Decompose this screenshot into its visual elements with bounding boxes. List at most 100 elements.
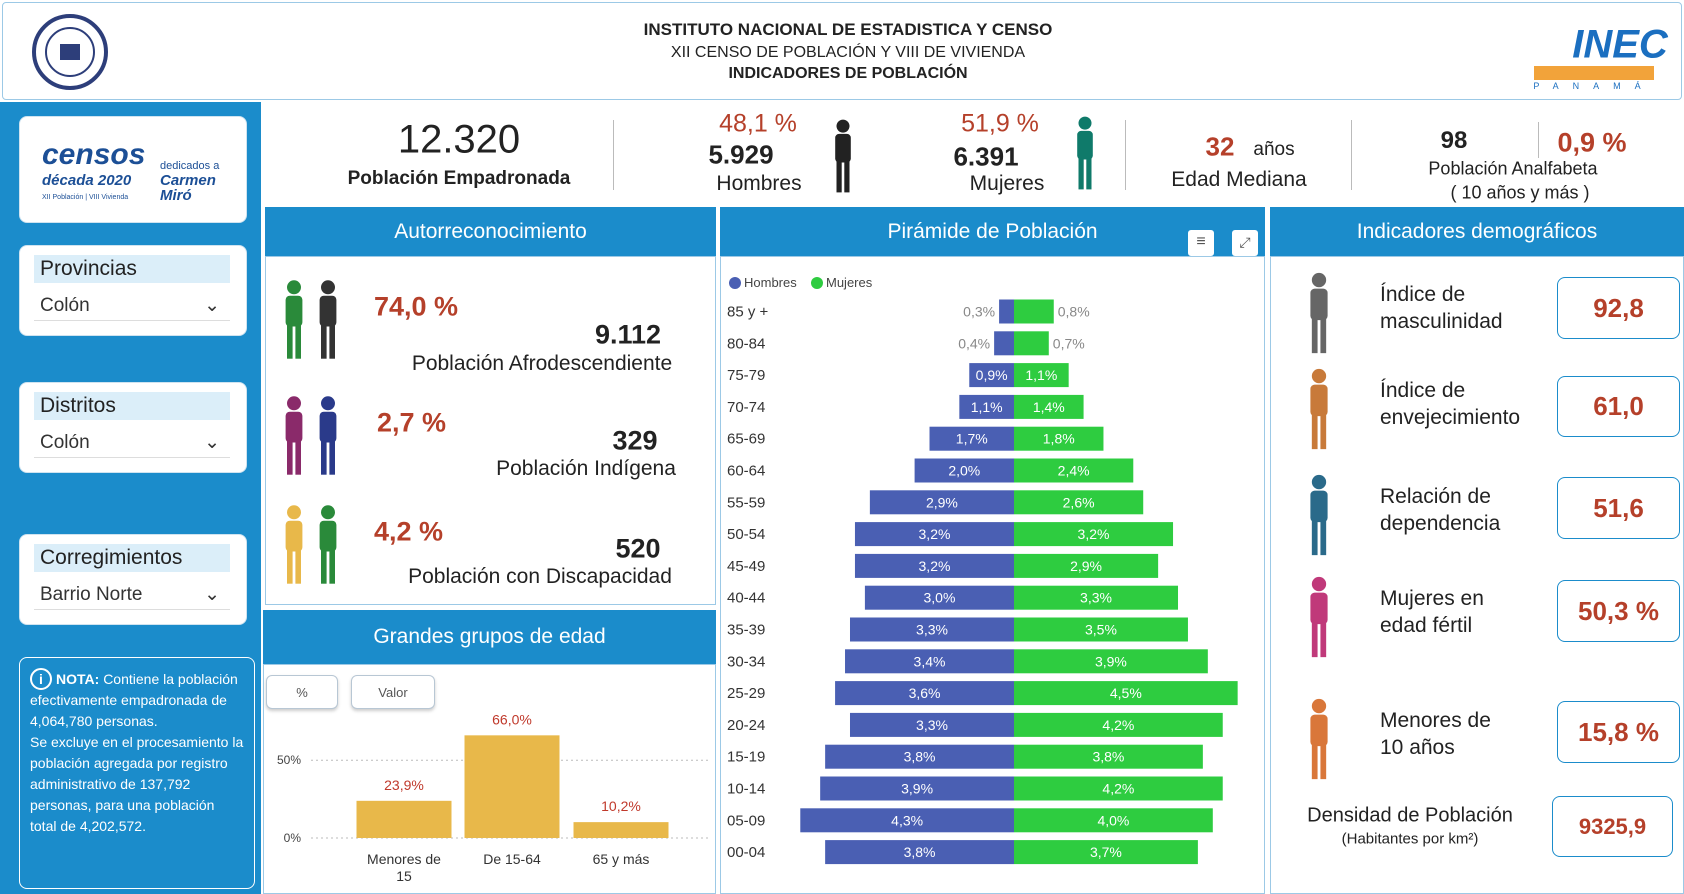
bar [574,822,669,838]
header-line: INDICADORES DE POBLACIÓN [728,65,967,83]
count: 329 [612,426,657,457]
separator [1125,120,1126,190]
panel-title: Grandes grupos de edad [263,610,716,664]
woman-icon [1072,108,1098,198]
category-label: 55-59 [727,494,765,511]
value-label: 2,9% [926,494,958,510]
category-label: 80-84 [727,335,765,352]
value-label: 4,5% [1110,685,1142,701]
category-label: 60-64 [727,463,765,480]
logo-brand: censos [42,138,145,172]
category-label: 40-44 [727,590,765,607]
value-label: 3,2% [919,526,951,542]
page: Indicadores de Población *{box-sizing:bo… [0,0,1684,894]
category-label: 85 y + [727,304,769,321]
category-label: 15-19 [727,749,765,766]
indicator-icon [1290,574,1350,660]
count-label: Población Afrodescendiente [412,352,672,376]
value-label: 0,4% [958,335,990,351]
indicator-label: edad fértil [1380,612,1472,639]
y-tick-label: 50% [277,753,301,767]
value-label: 4,0% [1097,812,1129,828]
kpi-sublabel: ( 10 años y más ) [1450,183,1589,204]
category-label: 00-04 [727,844,765,861]
category-label: 05-09 [727,812,765,829]
value-label: 1,1% [1025,367,1057,383]
value-label: 10,2% [601,798,641,814]
value-label: 66,0% [492,711,532,727]
dropdown[interactable]: Barrio Norte⌄ [34,580,230,610]
indicator-icon [1290,472,1350,558]
dropdown[interactable]: Colón ⌄ [34,291,230,321]
indicator-label: Mujeres en [1380,585,1484,612]
legend-label: Mujeres [826,275,873,290]
y-tick-label: 0% [284,831,302,845]
category-label: 45-49 [727,558,765,575]
legend-marker [811,277,823,289]
density-label: Densidad de Población [1307,805,1513,828]
category-label: 65-69 [727,431,765,448]
share-pct: 4,2 % [374,517,443,548]
expand-icon[interactable]: ⤢ [1232,230,1258,256]
category-label: 70-74 [727,399,765,416]
note-text: Se excluye en el procesamiento la poblac… [30,734,243,834]
bar [1014,300,1054,324]
chevron: ⌄ [204,294,220,317]
value-label: 0,7% [1053,335,1085,351]
chevron: ⌄ [204,431,220,454]
value-label: 1,1% [971,399,1003,415]
category-label: 25-29 [727,685,765,702]
indicator-icon [1290,366,1350,452]
value-label: 3,6% [909,685,941,701]
legend-marker [729,277,741,289]
value-label: 3,5% [1085,622,1117,638]
value-label: 2,9% [1070,558,1102,574]
kpi-value: 98 [1441,127,1468,155]
header-line: XII CENSO DE POBLACIÓN Y VIII DE VIVIEND… [671,44,1025,62]
value-label: 2,4% [1058,463,1090,479]
kpi-pct: 0,9 % [1557,128,1626,159]
indicator-label: Menores de [1380,707,1491,734]
filter-label: Distritos [34,392,230,420]
indicator-label: dependencia [1380,510,1500,537]
x-tick-label: Menores de 15 [362,851,446,885]
x-tick-label: De 15-64 [470,851,554,868]
value-label: 0,3% [963,304,995,320]
filter-icon[interactable]: ≡ [1188,230,1214,256]
people-icon [278,393,348,478]
category-label: 50-54 [727,526,765,543]
dropdown-value: Colón [40,295,90,317]
category-label: 30-34 [727,653,765,670]
value-label: 3,3% [916,622,948,638]
value-label: 1,4% [1033,399,1065,415]
bar [465,735,560,838]
indicator-label: masculinidad [1380,308,1503,335]
value-label: 4,2% [1102,717,1134,733]
value-label: 3,8% [1092,749,1124,765]
category-label: 35-39 [727,622,765,639]
kpi-label: Población Analfabeta [1428,159,1597,180]
value-label: 3,9% [901,781,933,797]
man-icon [830,110,856,202]
density-value: 9325,9 [1552,796,1673,857]
value-label: 2,0% [948,463,980,479]
indicator-label: 10 años [1380,734,1455,761]
value-label: 1,7% [956,431,988,447]
share-pct: 74,0 % [374,292,458,323]
dropdown[interactable]: Colón⌄ [34,428,230,458]
legend-label: Hombres [744,275,797,290]
indicator-label: Índice de [1380,377,1465,404]
category-label: 20-24 [727,717,765,734]
kpi-value: 5.929 [708,140,773,171]
value-label: 3,8% [904,844,936,860]
kpi-pct: 48,1 % [719,110,797,139]
header-line: INSTITUTO NACIONAL DE ESTADISTICA Y CENS… [644,20,1053,40]
logo-tagline: dedicados a [160,160,219,172]
category-label: 10-14 [727,781,765,798]
indicator-label: Relación de [1380,483,1491,510]
people-icon [278,277,348,362]
value-label: 23,9% [384,777,424,793]
share-pct: 2,7 % [377,408,446,439]
value-label: 3,2% [1078,526,1110,542]
count-label: Población Indígena [496,457,676,481]
